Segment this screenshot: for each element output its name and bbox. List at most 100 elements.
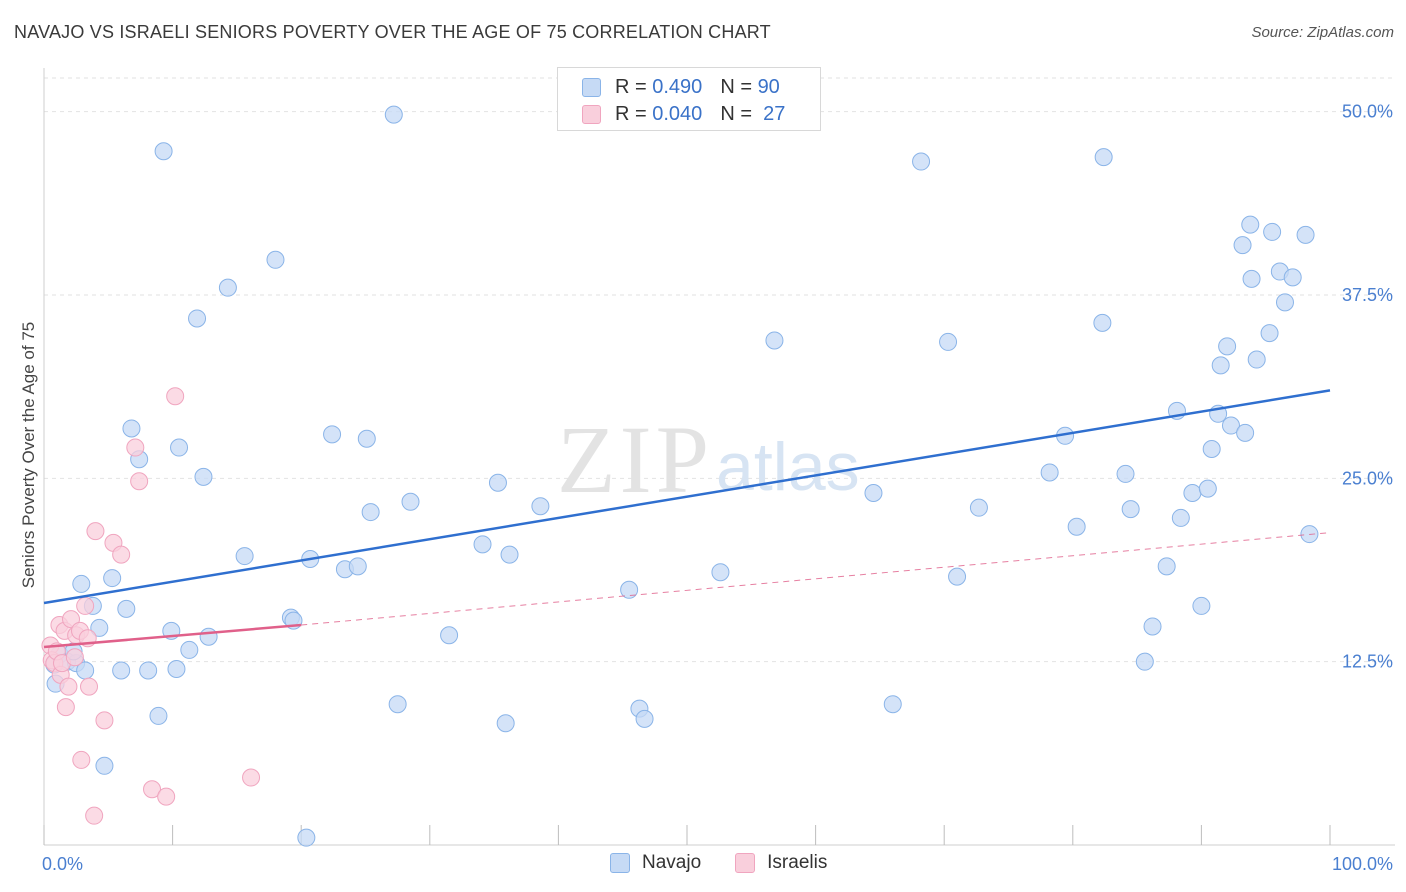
point-israelis [112, 545, 131, 564]
series-swatch-navajo [610, 853, 630, 873]
point-israelis [76, 596, 95, 615]
point-navajo [1242, 269, 1261, 288]
point-navajo [883, 695, 902, 714]
legend-r-value: 0.490 [652, 75, 703, 98]
series-swatch-israelis [735, 853, 756, 873]
point-israelis [95, 711, 114, 730]
legend-swatch-navajo [582, 77, 601, 97]
source-label: Source: ZipAtlas.com [1251, 24, 1394, 41]
labels-layer: 12.5% 25.0% 37.5% 50.0% 0.0% 100.0% Seniors Po… [19, 102, 1393, 874]
point-navajo [194, 467, 213, 486]
point-navajo [401, 492, 420, 511]
watermark-zip: ZIP [557, 406, 713, 513]
point-navajo [620, 580, 639, 599]
series-label-israelis: Israelis [767, 852, 828, 873]
series-label-navajo: Navajo [642, 852, 702, 873]
point-israelis [80, 677, 99, 696]
stats-legend: R = 0.490 N = 90 R = 0.040 N = 27 [557, 67, 821, 131]
point-navajo [361, 503, 380, 522]
point-navajo [1241, 215, 1260, 234]
points-layer [41, 105, 1319, 847]
series-legend-navajo[interactable]: Navajo [610, 852, 701, 874]
point-israelis [157, 787, 176, 806]
point-navajo [496, 714, 515, 733]
point-israelis [59, 677, 78, 696]
point-navajo [1067, 517, 1086, 536]
point-navajo [765, 331, 784, 350]
point-navajo [1233, 236, 1252, 255]
y-tick-label: 12.5% [1342, 652, 1393, 672]
point-navajo [969, 498, 988, 517]
point-navajo [199, 627, 218, 646]
point-navajo [1135, 652, 1154, 671]
point-navajo [1121, 500, 1140, 519]
point-navajo [384, 105, 403, 124]
point-navajo [912, 152, 931, 171]
point-navajo [167, 660, 186, 678]
legend-n-value: 27 [763, 102, 786, 125]
trend-extension-israelis [301, 532, 1331, 626]
series-legend-israelis[interactable]: Israelis [735, 852, 827, 874]
point-navajo [711, 563, 730, 582]
point-navajo [1183, 484, 1202, 502]
point-israelis [72, 750, 91, 769]
point-navajo [323, 425, 342, 444]
legend-r-value: 0.040 [652, 102, 703, 125]
point-navajo [103, 569, 122, 588]
point-navajo [635, 709, 654, 728]
point-navajo [235, 547, 254, 566]
trend-line-navajo [43, 389, 1331, 605]
point-navajo [939, 332, 958, 351]
point-navajo [170, 438, 189, 457]
point-navajo [531, 497, 550, 516]
trend-layer [43, 389, 1331, 649]
point-israelis [126, 438, 145, 457]
point-israelis [86, 522, 105, 541]
point-navajo [218, 278, 237, 297]
point-navajo [1143, 617, 1162, 636]
point-navajo [154, 142, 173, 161]
point-navajo [95, 756, 114, 775]
point-israelis [143, 780, 162, 799]
point-navajo [297, 828, 316, 847]
point-navajo [357, 429, 376, 448]
point-navajo [388, 695, 407, 714]
point-navajo [1296, 225, 1315, 244]
point-navajo [1236, 423, 1255, 442]
legend-row-israelis: R = 0.040 N = 27 [582, 101, 785, 127]
point-navajo [1221, 416, 1240, 435]
point-israelis [130, 472, 149, 491]
point-israelis [242, 768, 261, 787]
axes-layer [43, 68, 1395, 846]
y-tick-label: 37.5% [1342, 285, 1393, 305]
point-navajo [72, 574, 91, 593]
point-navajo [1192, 596, 1211, 615]
x-tick-label: 0.0% [42, 854, 83, 874]
point-navajo [180, 640, 199, 659]
point-navajo [1202, 440, 1221, 458]
point-navajo [1093, 313, 1112, 332]
point-navajo [440, 626, 459, 645]
legend-n-value: 90 [757, 75, 780, 98]
point-navajo [122, 419, 141, 438]
point-navajo [1260, 324, 1279, 343]
y-axis-label: Seniors Poverty Over the Age of 75 [19, 322, 38, 588]
point-navajo [188, 309, 207, 328]
series-legend: Navajo Israelis [610, 852, 861, 874]
point-navajo [1247, 350, 1266, 369]
y-tick-label: 25.0% [1342, 468, 1393, 488]
point-navajo [500, 545, 519, 564]
point-navajo [1171, 508, 1190, 527]
x-tick-label: 100.0% [1332, 854, 1393, 874]
point-navajo [117, 599, 136, 618]
point-israelis [85, 806, 104, 825]
legend-swatch-israelis [582, 104, 601, 124]
legend-n-label: N = [720, 102, 752, 125]
point-navajo [473, 535, 492, 554]
point-israelis [65, 648, 84, 667]
chart-title: NAVAJO VS ISRAELI SENIORS POVERTY OVER T… [14, 22, 771, 42]
point-navajo [1263, 222, 1282, 241]
point-navajo [1116, 464, 1135, 483]
point-navajo [348, 557, 367, 576]
